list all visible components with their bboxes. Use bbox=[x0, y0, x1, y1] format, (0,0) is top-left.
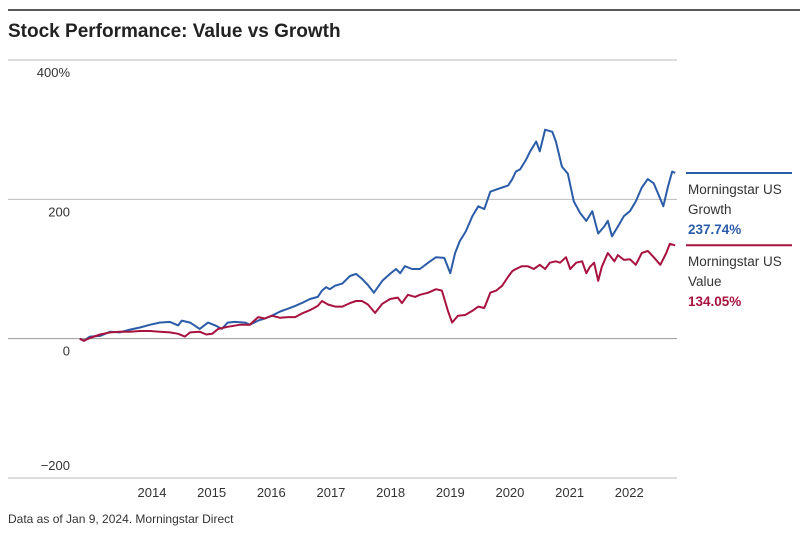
x-tick-label: 2019 bbox=[436, 485, 465, 500]
chart-title: Stock Performance: Value vs Growth bbox=[8, 21, 341, 42]
x-tick-label: 2016 bbox=[257, 485, 286, 500]
end-label: 134.05% bbox=[688, 294, 742, 310]
x-tick-label: 2022 bbox=[615, 485, 644, 500]
source-note: Data as of Jan 9, 2024. Morningstar Dire… bbox=[8, 512, 234, 526]
y-tick-label: 0 bbox=[63, 344, 70, 359]
series-line bbox=[79, 128, 676, 342]
y-tick-label: 200 bbox=[48, 204, 70, 219]
y-tick-label: 400% bbox=[37, 65, 71, 80]
x-tick-label: 2018 bbox=[376, 485, 405, 500]
x-tick-label: 2017 bbox=[316, 485, 345, 500]
x-tick-label: 2021 bbox=[555, 485, 584, 500]
series-line bbox=[79, 242, 676, 342]
legend-name: Morningstar US Growth bbox=[688, 182, 782, 218]
y-tick-label: −200 bbox=[41, 458, 70, 473]
legend-entry: Morningstar US Growth 237.74% bbox=[688, 180, 786, 240]
x-tick-label: 2015 bbox=[197, 485, 226, 500]
x-tick-label: 2014 bbox=[138, 485, 167, 500]
x-tick-label: 2020 bbox=[495, 485, 524, 500]
legend-name: Morningstar US Value bbox=[688, 254, 782, 290]
legend-entry: Morningstar US Value 134.05% bbox=[688, 252, 786, 312]
end-label: 237.74% bbox=[688, 222, 742, 238]
